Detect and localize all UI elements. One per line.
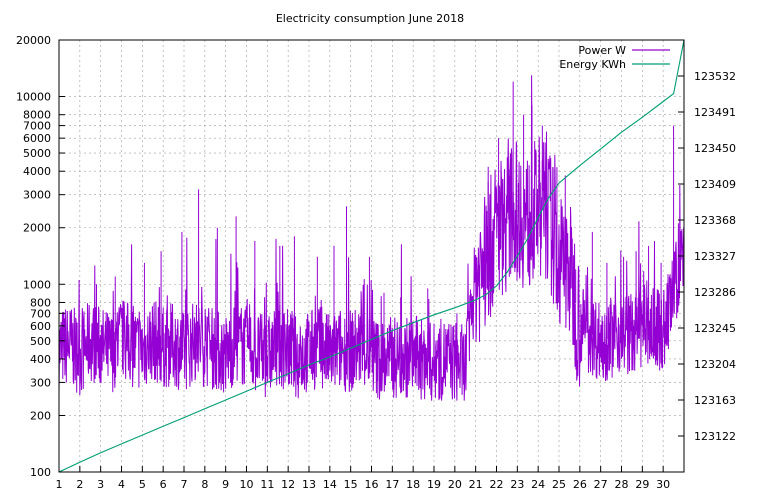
x-tick-label: 7 [181,478,188,491]
x-tick-label: 28 [615,478,629,491]
y-right-tick-label: 123286 [694,286,736,299]
y-left-tick-label: 7000 [23,120,51,133]
x-tick-label: 20 [448,478,462,491]
legend-label-power: Power W [578,44,626,57]
x-tick-label: 3 [97,478,104,491]
y-left-tick-label: 20000 [16,34,51,47]
x-tick-label: 10 [240,478,254,491]
x-tick-label: 22 [490,478,504,491]
legend-label-energy: Energy KWh [559,58,626,71]
x-tick-label: 6 [160,478,167,491]
power-line [58,75,685,401]
x-tick-label: 13 [302,478,316,491]
y-right-tick-label: 123532 [694,70,736,83]
y-right-tick-label: 123163 [694,394,736,407]
x-tick-label: 4 [118,478,125,491]
y-left-tick-label: 3000 [23,189,51,202]
x-tick-label: 24 [531,478,545,491]
x-tick-label: 2 [76,478,83,491]
y-left-tick-label: 1000 [23,278,51,291]
x-tick-label: 8 [201,478,208,491]
x-tick-label: 21 [469,478,483,491]
x-tick-label: 25 [552,478,566,491]
y-left-tick-label: 2000 [23,222,51,235]
y-left-tick-label: 200 [30,409,51,422]
y-left-tick-label: 6000 [23,132,51,145]
x-tick-label: 26 [573,478,587,491]
y-left-tick-label: 500 [30,335,51,348]
y-left-tick-label: 10000 [16,91,51,104]
y-left-tick-label: 400 [30,353,51,366]
y-left-tick-label: 5000 [23,147,51,160]
y-right-tick-label: 123368 [694,214,736,227]
x-tick-label: 27 [594,478,608,491]
y-right-tick-label: 123491 [694,106,736,119]
series-power-w [58,75,685,401]
y-right-tick-label: 123450 [694,142,736,155]
x-tick-label: 11 [260,478,274,491]
y-left-tick-label: 800 [30,296,51,309]
x-tick-label: 1 [56,478,63,491]
x-tick-label: 29 [635,478,649,491]
chart-title: Electricity consumption June 2018 [276,12,464,25]
x-tick-label: 16 [365,478,379,491]
legend: Power W Energy KWh [559,44,670,71]
y-left-tick-label: 4000 [23,165,51,178]
x-tick-label: 30 [656,478,670,491]
energy-line [58,39,685,473]
x-tick-label: 12 [281,478,295,491]
y-right-tick-label: 123409 [694,178,736,191]
grid-lines [59,40,684,472]
y-right-tick-label: 123327 [694,250,736,263]
x-tick-label: 14 [323,478,337,491]
x-tick-label: 17 [385,478,399,491]
x-tick-label: 15 [344,478,358,491]
x-tick-label: 5 [139,478,146,491]
y-left-tick-label: 700 [30,307,51,320]
y-right-ticks: 123122 123163 123204 123245 123286 123327 1233… [678,70,736,443]
x-ticks: 1 2 3 4 5 6 7 8 9 10 11 12 13 14 15 16 17 18 19 20 21 22 23 24 2… [56,466,670,491]
y-left-tick-label: 600 [30,320,51,333]
y-right-tick-label: 123204 [694,358,736,371]
x-tick-label: 18 [406,478,420,491]
y-left-tick-label: 8000 [23,109,51,122]
y-right-tick-label: 123122 [694,430,736,443]
x-tick-label: 23 [510,478,524,491]
x-tick-label: 9 [222,478,229,491]
series-energy-kwh [58,39,685,473]
x-tick-label: 19 [427,478,441,491]
y-left-tick-label: 300 [30,376,51,389]
y-left-tick-label: 100 [30,466,51,479]
y-right-tick-label: 123245 [694,322,736,335]
